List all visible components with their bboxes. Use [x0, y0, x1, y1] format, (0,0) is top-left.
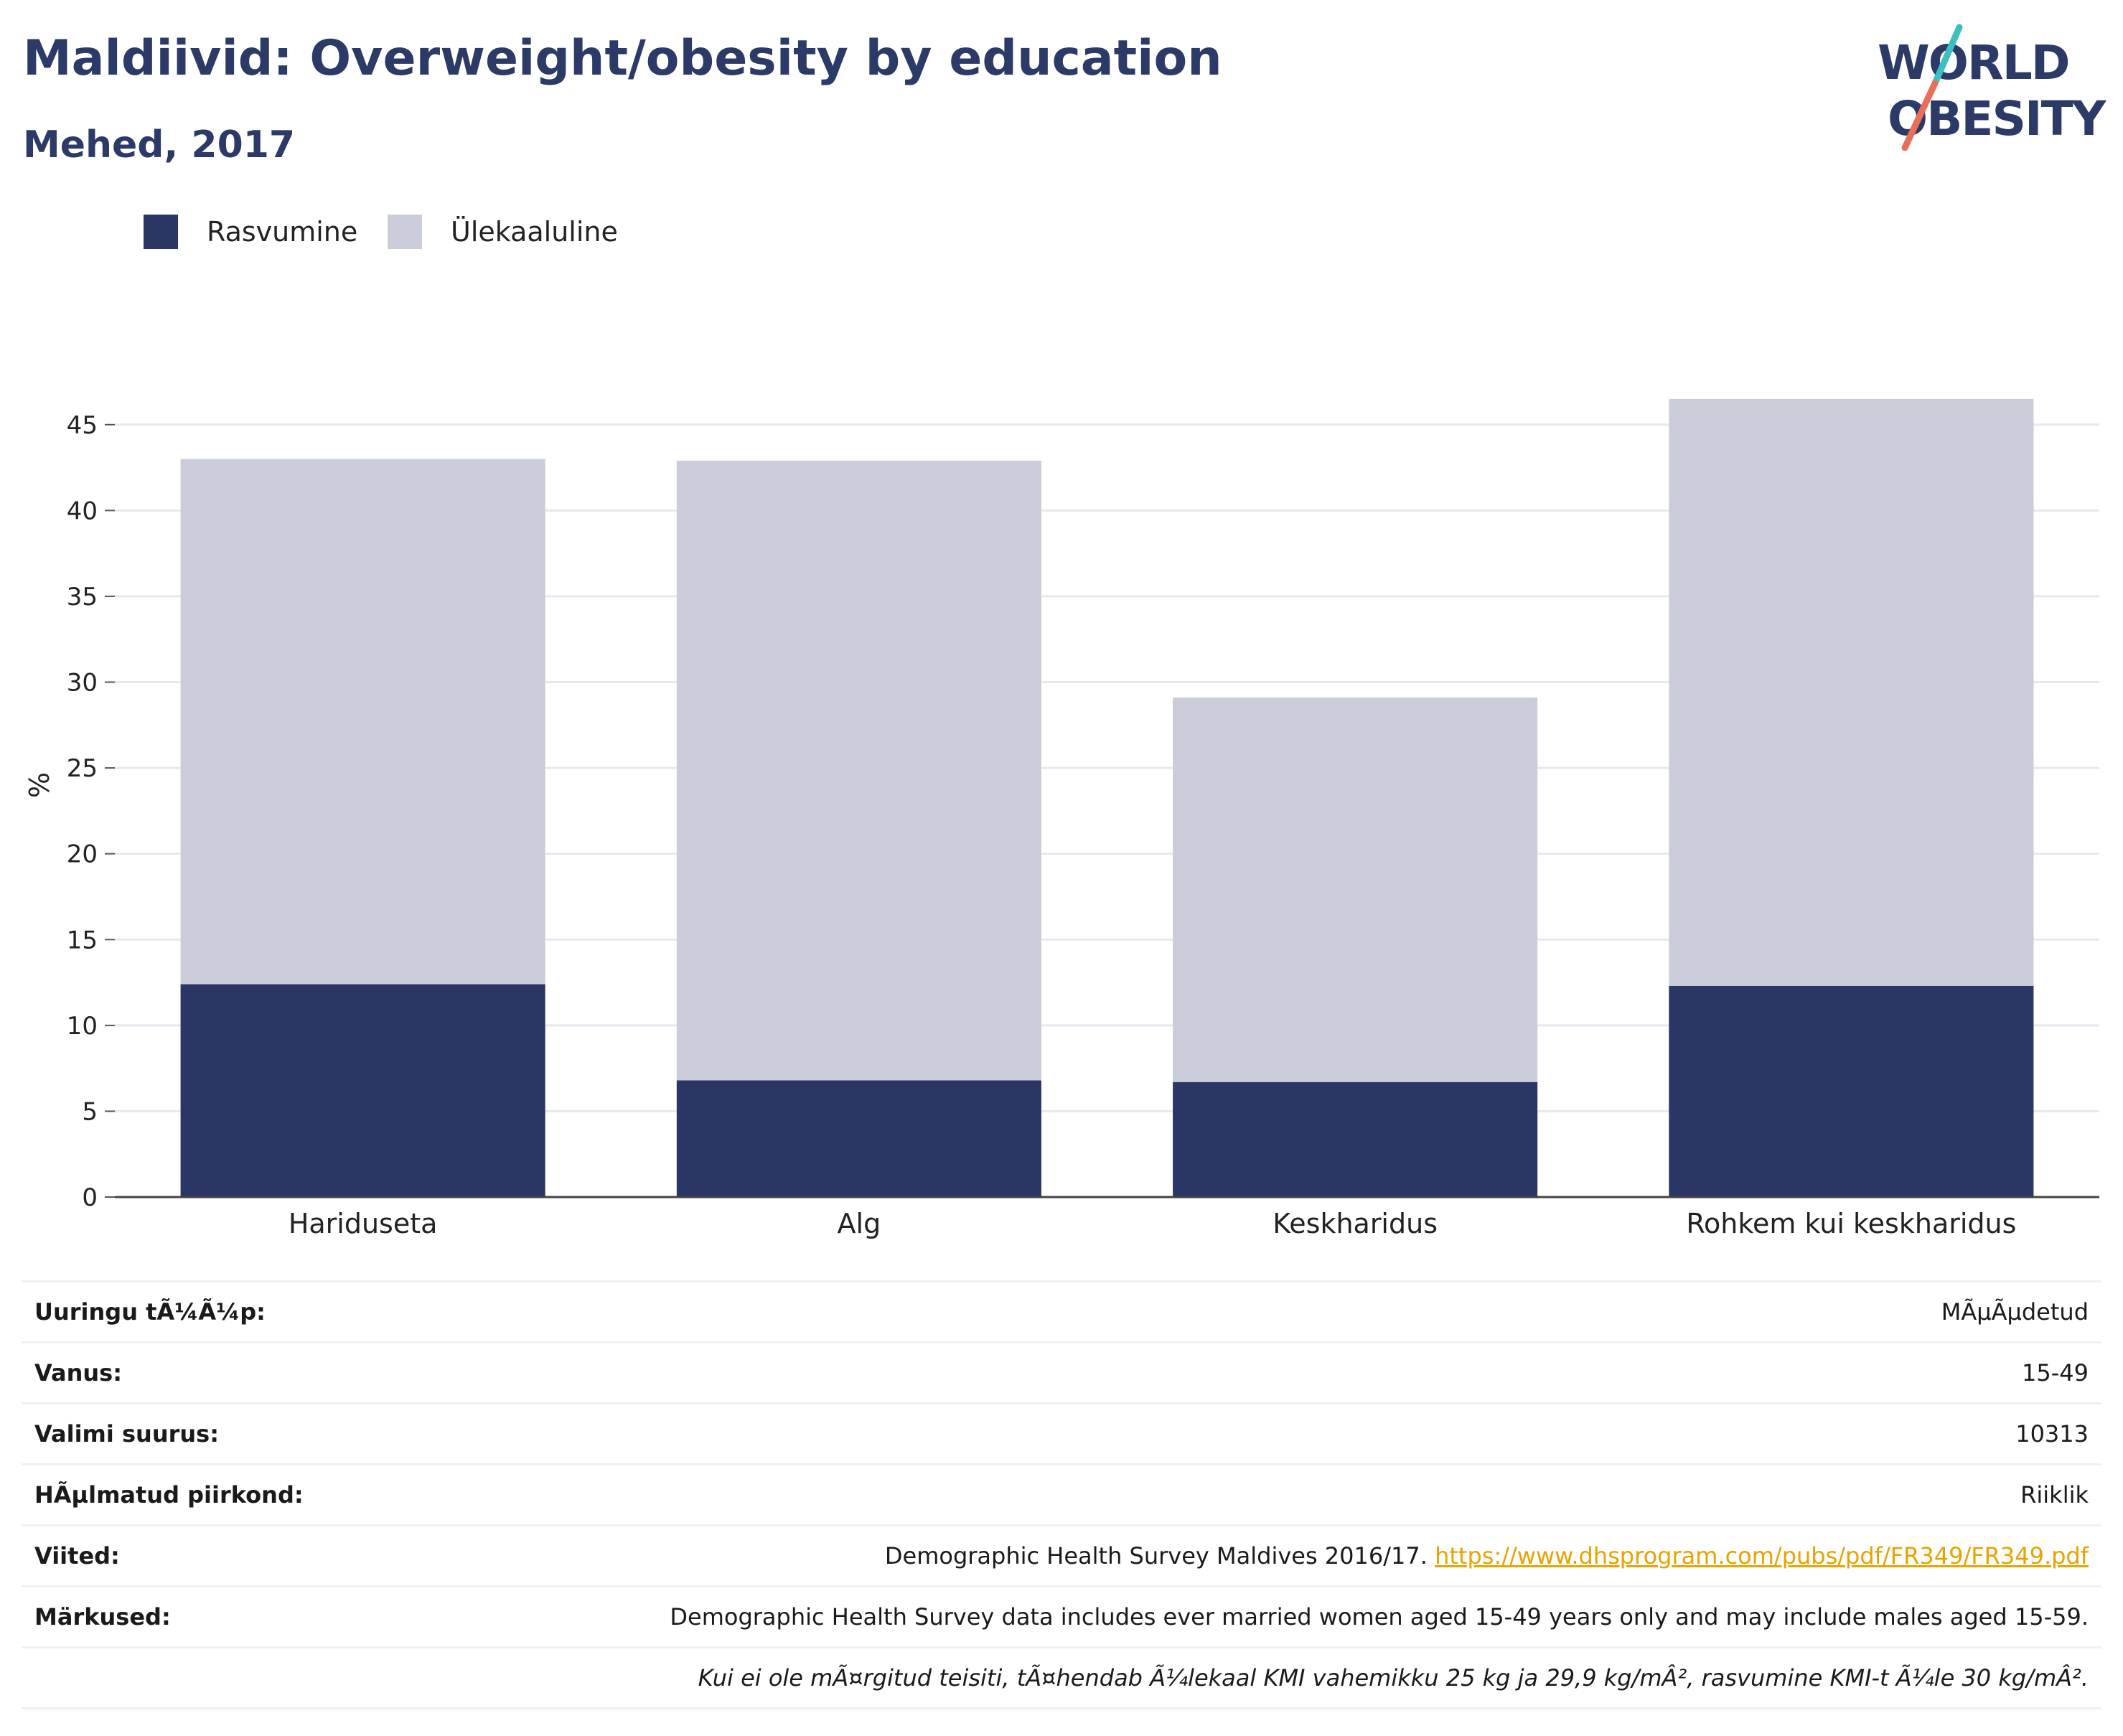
- y-tick-label: 30: [67, 669, 98, 698]
- bar-obesity-0: [180, 984, 545, 1197]
- bar-overweight-3: [1669, 398, 2034, 986]
- chart-title: Maldiivid: Overweight/obesity by educati…: [23, 30, 1222, 87]
- bar-obesity-3: [1669, 985, 2034, 1197]
- x-category-label: Rohkem kui keskharidus: [1686, 1208, 2016, 1239]
- y-tick-label: 10: [67, 1012, 98, 1041]
- legend-swatch-overweight: [388, 215, 422, 249]
- bar-chart: 0 5 10 15 20 25 30 35 40 45 Hariduseta Alg Keskhari…: [24, 398, 2099, 1239]
- bar-obesity-2: [1173, 1082, 1538, 1197]
- footnote-text: Kui ei ole mÃ¤rgitud teisiti, tÃ¤hendab …: [698, 1664, 2089, 1692]
- info-value: Riiklik: [2020, 1481, 2089, 1509]
- bar-obesity-1: [676, 1080, 1041, 1197]
- info-key: Märkused:: [34, 1603, 171, 1631]
- info-row-references: Viited: Demographic Health Survey Maldiv…: [22, 1524, 2101, 1585]
- bar-overweight-1: [676, 460, 1041, 1081]
- y-tick-label: 15: [67, 926, 98, 954]
- info-key: HÃµlmatud piirkond:: [34, 1481, 304, 1509]
- info-row-footnote: Kui ei ole mÃ¤rgitud teisiti, tÃ¤hendab …: [22, 1646, 2101, 1709]
- info-key: Vanus:: [34, 1359, 123, 1387]
- info-value: Demographic Health Survey data includes …: [670, 1603, 2089, 1631]
- y-tick-label: 0: [82, 1183, 98, 1212]
- y-tick-label: 45: [67, 411, 98, 440]
- survey-info-table: Uuringu tÃ¼Ã¼p: MÃµÃµdetud Vanus: 15-49 …: [22, 1280, 2101, 1709]
- info-value: 15-49: [2022, 1359, 2089, 1387]
- info-row-area-covered: HÃµlmatud piirkond: Riiklik: [22, 1463, 2101, 1524]
- bar-overweight-0: [180, 459, 545, 985]
- y-tick-label: 35: [67, 583, 98, 611]
- bar-overweight-2: [1173, 698, 1538, 1082]
- info-key: Uuringu tÃ¼Ã¼p:: [34, 1298, 266, 1326]
- y-tick-label: 20: [67, 840, 98, 869]
- info-key: Viited:: [34, 1542, 120, 1570]
- info-row-survey-type: Uuringu tÃ¼Ã¼p: MÃµÃµdetud: [22, 1280, 2101, 1341]
- y-tick-label: 40: [67, 497, 98, 525]
- info-value: 10313: [2015, 1420, 2089, 1448]
- y-axis-ticks: 0 5 10 15 20 25 30 35 40 45: [67, 411, 115, 1212]
- info-row-age: Vanus: 15-49: [22, 1341, 2101, 1402]
- legend-label-obesity: Rasvumine: [207, 216, 358, 248]
- world-obesity-logo: WORLD OBESITY: [1878, 24, 2109, 151]
- references-link[interactable]: https://www.dhsprogram.com/pubs/pdf/FR34…: [1435, 1542, 2089, 1570]
- info-value: MÃµÃµdetud: [1941, 1298, 2089, 1326]
- x-axis-labels: Hariduseta Alg Keskharidus Rohkem kui keskh…: [289, 1208, 2017, 1239]
- x-category-label: Alg: [838, 1208, 881, 1239]
- x-category-label: Hariduseta: [289, 1208, 438, 1239]
- legend-swatch-obesity: [144, 215, 178, 249]
- info-value: Demographic Health Survey Maldives 2016/…: [885, 1542, 2089, 1570]
- x-category-label: Keskharidus: [1273, 1208, 1438, 1239]
- chart-subtitle: Mehed, 2017: [23, 123, 296, 166]
- y-tick-label: 25: [67, 754, 98, 783]
- info-row-sample-size: Valimi suurus: 10313: [22, 1402, 2101, 1463]
- info-row-notes: Märkused: Demographic Health Survey data…: [22, 1585, 2101, 1646]
- svg-text:WORLD: WORLD: [1878, 35, 2069, 90]
- y-axis-label: %: [24, 772, 55, 798]
- y-tick-label: 5: [82, 1097, 98, 1126]
- info-key: Valimi suurus:: [34, 1420, 220, 1448]
- references-text: Demographic Health Survey Maldives 2016/…: [884, 1542, 1428, 1570]
- bars: [180, 398, 2034, 1197]
- legend-label-overweight: Ülekaaluline: [451, 216, 618, 248]
